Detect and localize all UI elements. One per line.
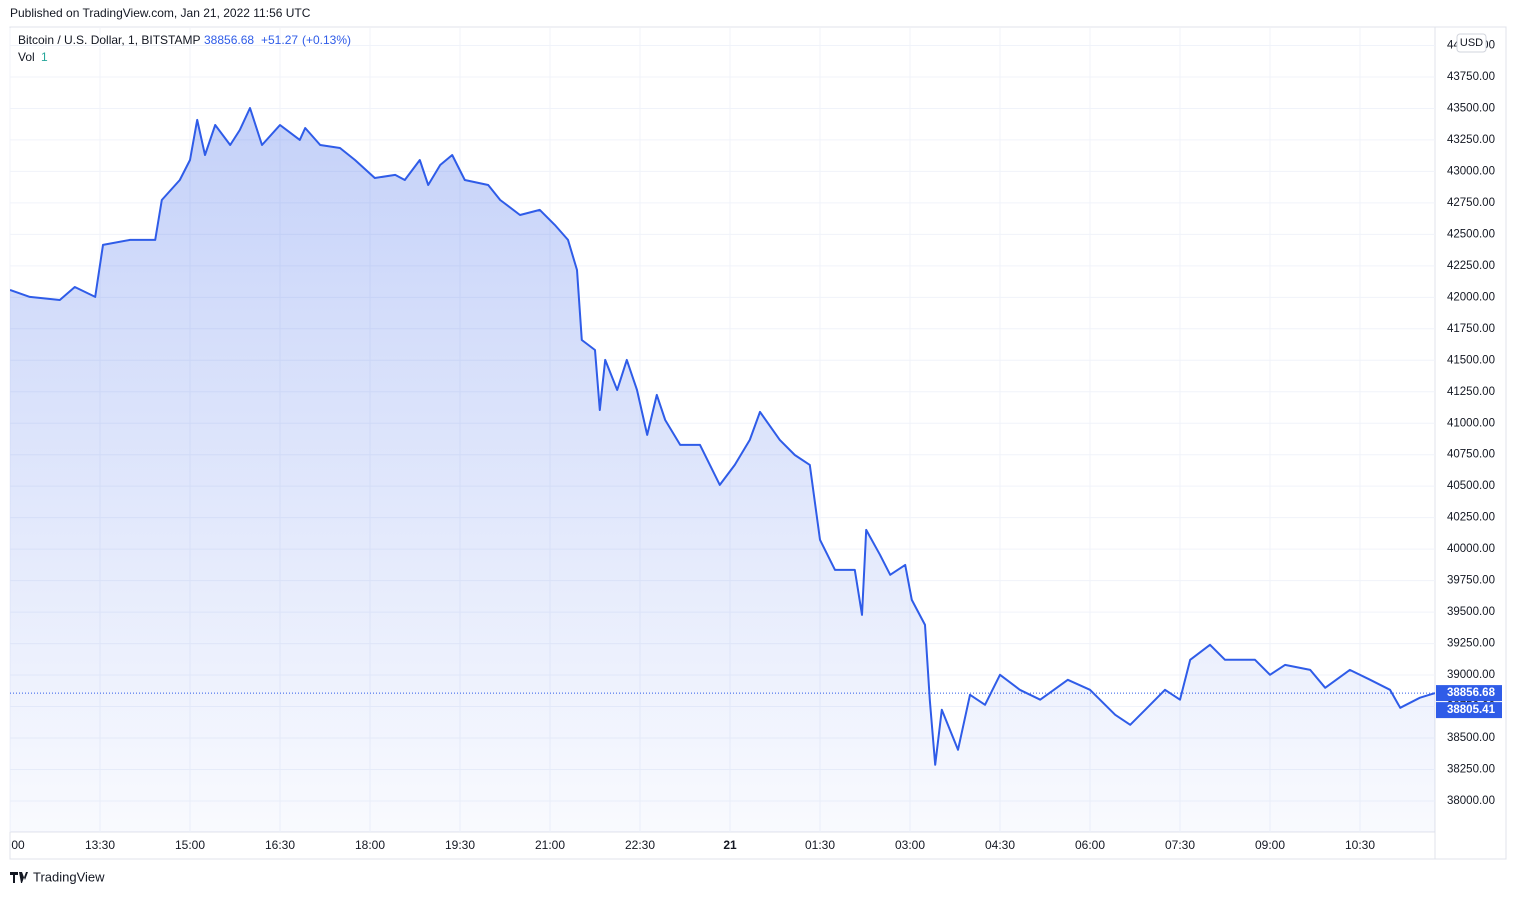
- x-tick-label: 00: [11, 838, 25, 852]
- vol-label: Vol: [18, 50, 35, 64]
- y-tick-label: 41500.00: [1447, 354, 1495, 366]
- vol-value: 1: [41, 50, 48, 64]
- y-tick-label: 42500.00: [1447, 228, 1495, 240]
- y-tick-label: 41000.00: [1447, 417, 1495, 429]
- y-tick-label: 40500.00: [1447, 480, 1495, 492]
- x-tick-label: 22:30: [625, 838, 655, 852]
- x-tick-label: 18:00: [355, 838, 385, 852]
- x-tick-label: 21:00: [535, 838, 565, 852]
- x-tick-label: 06:00: [1075, 838, 1105, 852]
- x-tick-label: 15:00: [175, 838, 205, 852]
- change: +51.27: [261, 33, 298, 47]
- y-tick-label: 42000.00: [1447, 291, 1495, 303]
- y-tick-label: 40750.00: [1447, 449, 1495, 461]
- price-label-box: [1436, 685, 1502, 702]
- price-label-box: [1436, 702, 1502, 719]
- footer-logo: [10, 872, 28, 883]
- footer: TradingView: [33, 869, 105, 884]
- x-tick-label: 01:30: [805, 838, 835, 852]
- currency: USD: [1460, 37, 1483, 49]
- change-pct: (+0.13%): [302, 33, 351, 47]
- y-tick-label: 40250.00: [1447, 512, 1495, 524]
- x-tick-label: 21: [723, 838, 737, 852]
- y-tick-label: 40000.00: [1447, 543, 1495, 555]
- x-tick-label: 16:30: [265, 838, 295, 852]
- y-tick-label: 39000.00: [1447, 669, 1495, 681]
- price-label: 38856.68: [1447, 687, 1496, 699]
- x-tick-label: 19:30: [445, 838, 475, 852]
- currency-badge: [1456, 33, 1487, 53]
- y-tick-label: 43750.00: [1447, 71, 1495, 83]
- y-tick-label: 43500.00: [1447, 102, 1495, 114]
- last-price: 38856.68: [204, 33, 254, 47]
- y-tick-label: 39500.00: [1447, 606, 1495, 618]
- y-tick-label: 38250.00: [1447, 764, 1495, 776]
- x-tick-label: 03:00: [895, 838, 925, 852]
- y-tick-label: 38500.00: [1447, 732, 1495, 744]
- y-tick-label: 39750.00: [1447, 575, 1495, 587]
- y-tick-label: 38000.00: [1447, 795, 1495, 807]
- price-label: 38805.41: [1447, 704, 1496, 716]
- y-tick-label: 43000.00: [1447, 165, 1495, 177]
- price-line: [10, 107, 1435, 766]
- x-tick-label: 13:30: [85, 838, 115, 852]
- y-tick-label: 39250.00: [1447, 638, 1495, 650]
- x-tick-label: 09:00: [1255, 838, 1285, 852]
- y-tick-label: 42250.00: [1447, 260, 1495, 272]
- symbol: Bitcoin / U.S. Dollar, 1, BITSTAMP: [18, 33, 201, 47]
- area: [10, 108, 1435, 832]
- x-tick-label: 04:30: [985, 838, 1015, 852]
- y-tick-label: 41750.00: [1447, 323, 1495, 335]
- y-tick-label: 42750.00: [1447, 197, 1495, 209]
- y-tick-label: 43250.00: [1447, 134, 1495, 146]
- y-tick-label: 41250.00: [1447, 386, 1495, 398]
- published: Published on TradingView.com, Jan 21, 20…: [10, 6, 311, 20]
- x-tick-label: 07:30: [1165, 838, 1195, 852]
- x-tick-label: 10:30: [1345, 838, 1375, 852]
